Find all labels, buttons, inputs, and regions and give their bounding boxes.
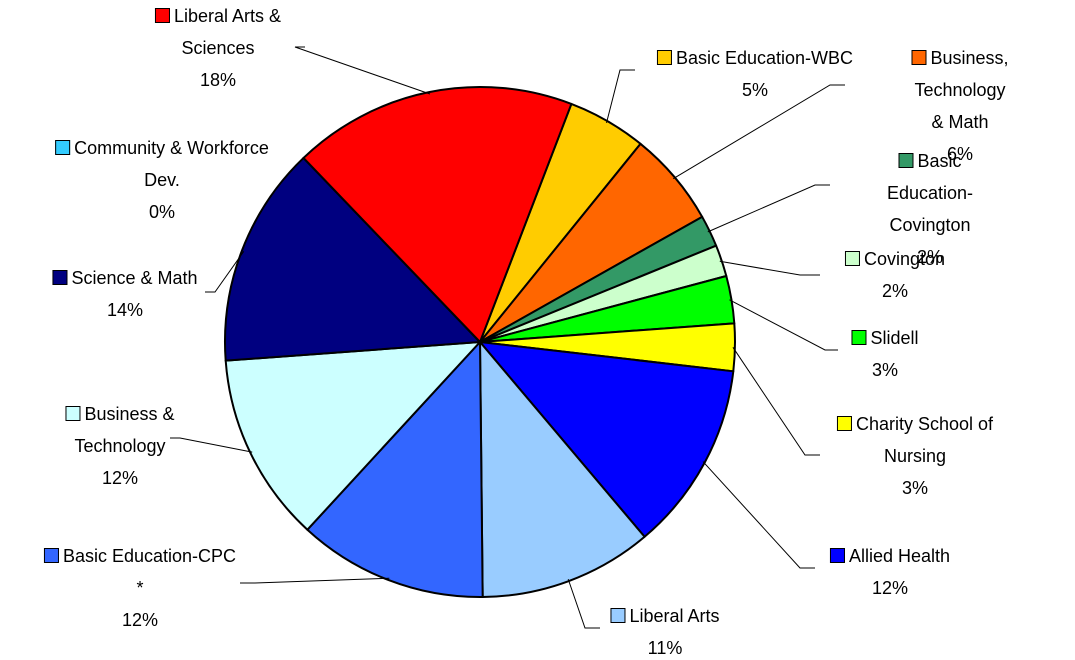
leader-line bbox=[240, 577, 390, 584]
percent-label: 3% bbox=[901, 478, 929, 498]
category-name: Covington bbox=[863, 249, 946, 269]
slice-label: Business, Technology & Math 6% bbox=[903, 42, 1018, 170]
legend-swatch bbox=[55, 140, 71, 155]
legend-swatch bbox=[52, 270, 68, 285]
slice-label: Liberal Arts 11% bbox=[610, 600, 720, 660]
category-name: Slidell bbox=[870, 328, 919, 348]
legend-swatch bbox=[898, 153, 914, 168]
percent-label: 14% bbox=[106, 300, 144, 320]
category-name: Liberal Arts & Sciences bbox=[173, 6, 282, 58]
leader-line bbox=[170, 437, 253, 453]
category-name: Charity School of Nursing bbox=[855, 414, 994, 466]
percent-label: 0% bbox=[148, 202, 175, 222]
percent-label: 18% bbox=[199, 70, 237, 90]
percent-label: 12% bbox=[121, 610, 159, 630]
slice-label: Business & Technology 12% bbox=[65, 398, 175, 494]
leader-line bbox=[672, 84, 845, 180]
percent-label: 12% bbox=[101, 468, 139, 488]
percent-label: 5% bbox=[741, 80, 769, 100]
leader-line bbox=[732, 347, 820, 456]
leader-line bbox=[719, 260, 820, 276]
category-name: Basic Education-WBC bbox=[675, 48, 854, 68]
leader-line bbox=[606, 69, 635, 124]
leader-line bbox=[205, 251, 245, 293]
legend-swatch bbox=[844, 251, 860, 266]
leader-line bbox=[729, 299, 838, 351]
category-name: Business, Technology & Math bbox=[914, 48, 1009, 132]
category-name: Allied Health bbox=[848, 546, 951, 566]
legend-swatch bbox=[610, 608, 626, 623]
pie-slice bbox=[224, 341, 481, 531]
category-name: Science & Math bbox=[71, 268, 198, 288]
slice-label: Basic Education-WBC 5% bbox=[656, 42, 854, 106]
pie-slice bbox=[306, 341, 484, 598]
leader-line bbox=[294, 46, 431, 95]
slice-label: Community & Workforce Dev. 0% bbox=[55, 132, 269, 228]
slice-label: Slidell 3% bbox=[851, 322, 919, 386]
slice-label: Basic Education-CPC * 12% bbox=[43, 540, 237, 636]
percent-label: 3% bbox=[871, 360, 898, 380]
legend-swatch bbox=[836, 416, 852, 431]
category-name: Basic Education- Covington bbox=[886, 151, 974, 235]
slice-label: Liberal Arts & Sciences 18% bbox=[154, 0, 282, 96]
pie-slice bbox=[224, 156, 481, 362]
legend-swatch bbox=[829, 548, 845, 563]
leader-line bbox=[702, 461, 815, 569]
leader-line bbox=[567, 578, 600, 629]
slice-label: Covington 2% bbox=[844, 243, 946, 307]
percent-label: 6% bbox=[946, 144, 973, 164]
legend-swatch bbox=[65, 406, 81, 421]
percent-label: 2% bbox=[881, 281, 908, 301]
legend-swatch bbox=[154, 8, 170, 23]
pie-slice bbox=[479, 341, 735, 538]
slice-label: Science & Math 14% bbox=[52, 262, 198, 326]
percent-label: 12% bbox=[871, 578, 909, 598]
percent-label: 2% bbox=[916, 247, 943, 267]
category-name: Liberal Arts bbox=[629, 606, 720, 626]
legend-swatch bbox=[43, 548, 59, 563]
legend-swatch bbox=[851, 330, 867, 345]
pie-slice bbox=[302, 86, 573, 343]
category-name: Business & Technology bbox=[74, 404, 175, 456]
leader-line bbox=[707, 184, 830, 233]
slice-label: Basic Education- Covington 2% bbox=[858, 145, 1003, 273]
slice-label: Charity School of Nursing 3% bbox=[836, 408, 994, 504]
percent-label: 11% bbox=[647, 638, 683, 658]
legend-swatch bbox=[656, 50, 672, 65]
category-name: Community & Workforce Dev. bbox=[74, 138, 269, 190]
legend-swatch bbox=[911, 50, 927, 65]
slice-label: Allied Health 12% bbox=[829, 540, 951, 604]
category-name: Basic Education-CPC * bbox=[62, 546, 237, 598]
